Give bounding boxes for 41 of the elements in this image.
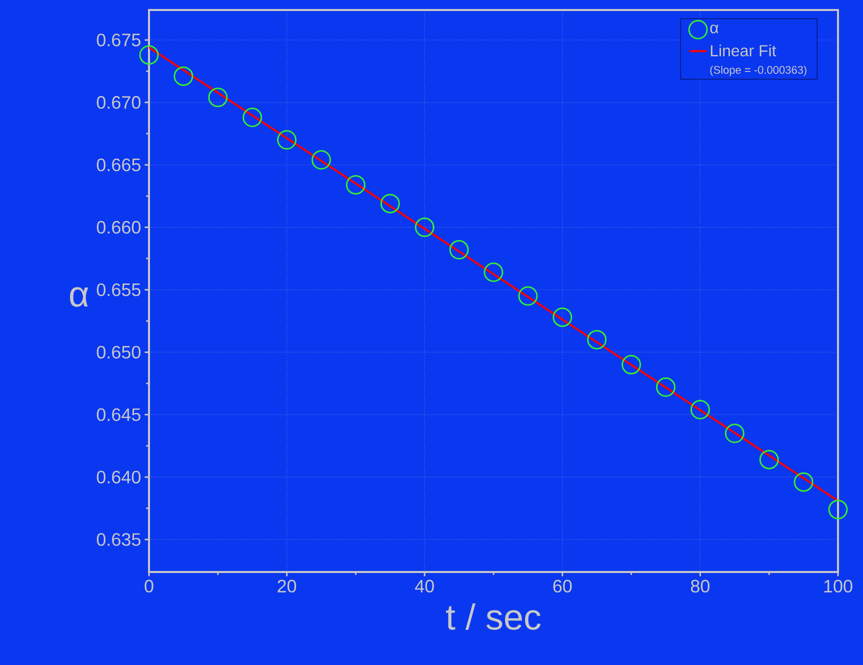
- x-axis-title: t / sec: [446, 603, 541, 630]
- annotation: (Slope = -0.000363): [710, 66, 806, 76]
- y-tick-label: 0.635: [96, 533, 140, 546]
- y-tick-label: 0.660: [96, 220, 140, 234]
- point: [380, 194, 400, 214]
- legend-label: α: [710, 24, 718, 34]
- x-tick-label: 100: [824, 580, 852, 593]
- x-tick-label: 0: [144, 580, 154, 593]
- x-tick-label: 60: [553, 580, 572, 593]
- y-tick-label: 0.650: [96, 346, 140, 359]
- y-axis-title: α: [70, 287, 88, 307]
- point: [449, 240, 469, 260]
- x-tick-label: 20: [278, 580, 296, 593]
- point: [552, 307, 572, 327]
- y-tick-label: 0.675: [96, 34, 140, 46]
- point: [174, 66, 194, 86]
- y-tick-label: 0.670: [96, 96, 140, 109]
- point: [622, 354, 642, 374]
- legend-label: Linear Fit: [710, 44, 776, 56]
- y-tick-label: 0.665: [96, 158, 140, 172]
- point: [518, 286, 538, 306]
- point: [414, 218, 434, 238]
- y-tick-label: 0.655: [96, 283, 140, 296]
- point: [208, 88, 228, 108]
- point: [828, 500, 848, 520]
- point: [277, 130, 297, 150]
- point: [139, 45, 159, 65]
- point: [484, 262, 504, 282]
- point: [242, 108, 262, 128]
- point: [587, 330, 607, 350]
- point: [794, 472, 814, 492]
- point: [312, 150, 331, 170]
- point: [724, 424, 744, 444]
- point: [656, 377, 676, 397]
- x-tick-label: 80: [690, 580, 710, 593]
- point: [759, 450, 779, 470]
- point: [346, 175, 366, 195]
- point: [690, 400, 710, 420]
- x-tick-label: 40: [415, 580, 434, 593]
- y-tick-label: 0.645: [96, 408, 140, 422]
- y-tick-label: 0.640: [96, 470, 140, 484]
